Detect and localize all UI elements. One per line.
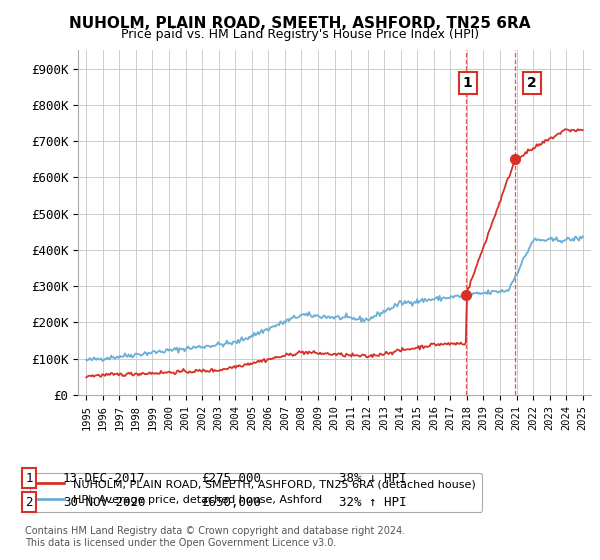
Text: 13-DEC-2017: 13-DEC-2017 (63, 472, 146, 484)
Text: 2: 2 (527, 76, 536, 90)
Text: Contains HM Land Registry data © Crown copyright and database right 2024.
This d: Contains HM Land Registry data © Crown c… (25, 526, 406, 548)
Text: 30-NOV-2020: 30-NOV-2020 (63, 496, 146, 508)
Text: 1: 1 (25, 472, 33, 484)
Text: £275,000: £275,000 (201, 472, 261, 484)
Text: £650,000: £650,000 (201, 496, 261, 508)
Text: Price paid vs. HM Land Registry's House Price Index (HPI): Price paid vs. HM Land Registry's House … (121, 28, 479, 41)
Legend: NUHOLM, PLAIN ROAD, SMEETH, ASHFORD, TN25 6RA (detached house), HPI: Average pri: NUHOLM, PLAIN ROAD, SMEETH, ASHFORD, TN2… (29, 473, 482, 512)
Text: 1: 1 (463, 76, 473, 90)
Text: 2: 2 (25, 496, 33, 508)
Text: NUHOLM, PLAIN ROAD, SMEETH, ASHFORD, TN25 6RA: NUHOLM, PLAIN ROAD, SMEETH, ASHFORD, TN2… (69, 16, 531, 31)
Text: 38% ↓ HPI: 38% ↓ HPI (339, 472, 407, 484)
Text: 32% ↑ HPI: 32% ↑ HPI (339, 496, 407, 508)
